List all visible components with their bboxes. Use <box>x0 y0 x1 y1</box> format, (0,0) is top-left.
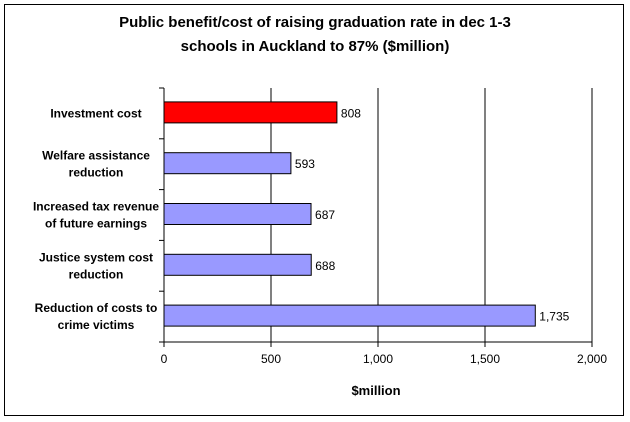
data-label: 593 <box>295 157 315 171</box>
chart-title-line: schools in Auckland to 87% ($million) <box>181 38 450 55</box>
category-label: Welfare assistance <box>42 149 150 163</box>
category-label: crime victims <box>58 318 135 332</box>
category-label: reduction <box>69 267 124 281</box>
category-label: Reduction of costs to <box>35 301 158 315</box>
bar <box>163 152 292 175</box>
x-tick-label: 1,500 <box>470 352 500 366</box>
data-label: 1,735 <box>539 310 569 324</box>
x-tick-label: 1,000 <box>363 352 393 366</box>
data-label: 687 <box>315 208 335 222</box>
x-tick-label: 500 <box>261 352 281 366</box>
category-label: reduction <box>69 166 124 180</box>
category-label: Justice system cost <box>39 250 153 264</box>
bar <box>163 101 338 124</box>
bar <box>163 304 536 327</box>
bar <box>163 253 312 276</box>
category-label: of future earnings <box>45 217 147 231</box>
x-axis-title: $million <box>351 383 400 398</box>
data-label: 688 <box>315 259 335 273</box>
data-label: 808 <box>341 106 361 120</box>
category-label: Investment cost <box>50 106 141 120</box>
chart-frame <box>4 4 624 416</box>
x-tick-label: 0 <box>161 352 168 366</box>
chart-title-line: Public benefit/cost of raising graduatio… <box>119 14 511 31</box>
x-tick-label: 2,000 <box>577 352 607 366</box>
bar <box>163 203 312 225</box>
category-label: Increased tax revenue <box>33 200 159 214</box>
